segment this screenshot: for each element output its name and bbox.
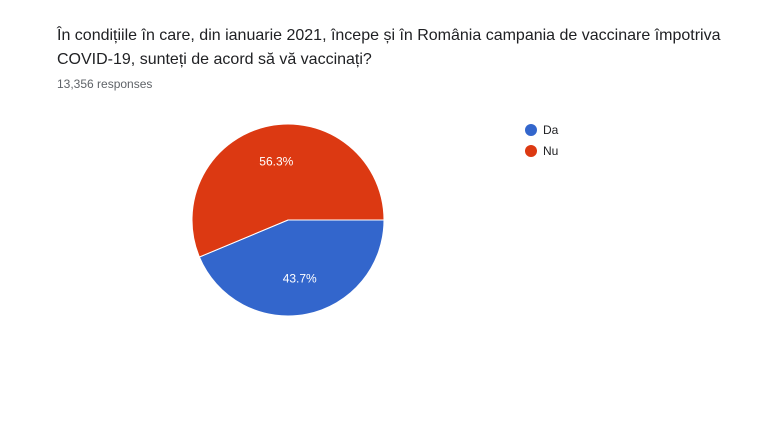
slice-label-da: 43.7%	[283, 271, 317, 285]
legend-marker-nu	[525, 145, 537, 157]
pie-slice-nu[interactable]	[191, 123, 385, 258]
legend-label-da[interactable]: Da	[543, 123, 559, 137]
question-title: În condițiile în care, din ianuarie 2021…	[57, 27, 721, 68]
legend: Da Nu	[525, 123, 559, 158]
response-count: 13,356 responses	[57, 77, 153, 91]
slice-label-nu: 56.3%	[259, 155, 293, 169]
pie-slice-da[interactable]	[198, 219, 385, 317]
pie-labels: 43.7% 56.3%	[259, 155, 317, 286]
legend-label-nu[interactable]: Nu	[543, 144, 558, 158]
pie-slices	[191, 123, 385, 317]
legend-marker-da	[525, 124, 537, 136]
